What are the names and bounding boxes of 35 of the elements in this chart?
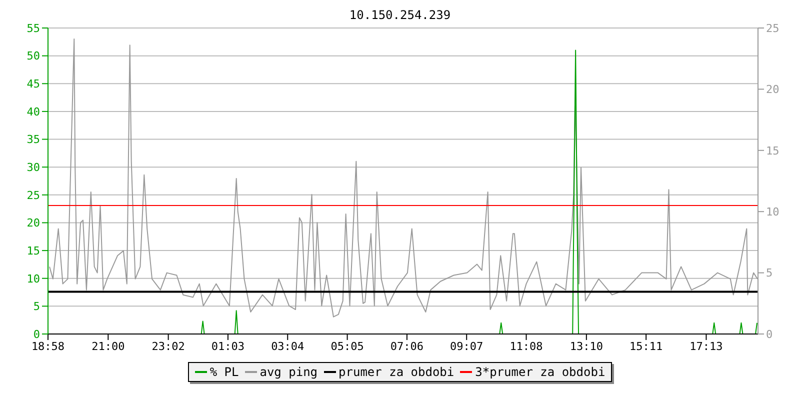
- y-tick-label: 45: [26, 78, 40, 91]
- y2-tick-label: 10: [766, 206, 780, 219]
- x-tick-label: 17:13: [690, 340, 723, 353]
- x-tick-label: 03:04: [271, 340, 305, 353]
- legend-label: avg ping: [260, 365, 318, 379]
- x-tick-label: 05:05: [330, 340, 364, 353]
- legend-label: 3*prumer za obdobi: [475, 365, 606, 379]
- y2-tick-label: 15: [766, 144, 780, 158]
- y-tick-label: 0: [33, 328, 40, 341]
- y-tick-label: 25: [26, 188, 40, 202]
- y-tick-label: 55: [26, 22, 40, 35]
- x-tick-label: 09:07: [450, 340, 484, 353]
- y-tick-label: 15: [26, 244, 40, 258]
- x-tick-label: 23:02: [152, 340, 185, 353]
- x-tick-label: 13:10: [570, 340, 603, 353]
- y-tick-label: 50: [26, 50, 40, 63]
- y-tick-label: 40: [26, 105, 40, 118]
- y2-tick-label: 25: [766, 22, 780, 35]
- y-tick-label: 35: [26, 133, 40, 146]
- chart-title: 10.150.254.239: [349, 8, 451, 22]
- y-tick-label: 20: [26, 216, 40, 230]
- x-tick-label: 11:08: [510, 340, 543, 353]
- y2-tick-label: 20: [766, 83, 780, 96]
- y2-tick-label: 0: [766, 328, 773, 341]
- legend-label: % PL: [210, 365, 239, 379]
- y-tick-label: 5: [33, 300, 40, 314]
- x-tick-label: 07:06: [390, 340, 424, 353]
- x-tick-label: 01:03: [211, 340, 245, 353]
- y2-tick-label: 5: [766, 266, 773, 280]
- y-tick-label: 30: [26, 160, 40, 174]
- x-tick-label: 21:00: [92, 340, 125, 353]
- y-tick-label: 10: [26, 272, 40, 286]
- x-tick-label: 15:11: [630, 340, 663, 353]
- x-tick-label: 18:58: [31, 340, 65, 353]
- legend-label: prumer za obdobi: [338, 365, 454, 379]
